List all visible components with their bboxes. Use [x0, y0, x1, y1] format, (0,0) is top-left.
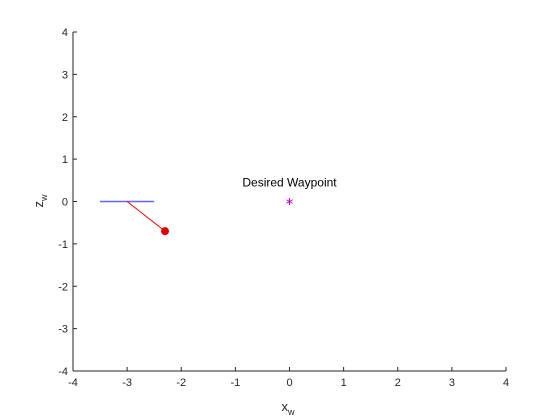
y-axis-label-subscript: w	[39, 194, 49, 202]
waypoint-annotation: Desired Waypoint	[242, 175, 337, 189]
waypoint-marker-stroke	[286, 199, 293, 204]
x-tick-label: 1	[341, 377, 347, 389]
pendulum-mass	[161, 227, 170, 236]
y-tick-label: 0	[62, 197, 68, 209]
x-axis-ticks: -4 -3 -2 -1 0 1 2 3 4	[68, 367, 509, 389]
y-tick-label: 2	[62, 112, 68, 124]
x-tick-label: -2	[176, 377, 186, 389]
x-tick-label: 2	[395, 377, 401, 389]
x-tick-label: -1	[230, 377, 240, 389]
x-tick-label: -4	[68, 377, 78, 389]
y-tick-label: -3	[58, 324, 68, 336]
y-tick-label: -4	[58, 366, 68, 378]
x-tick-label: 3	[449, 377, 455, 389]
waypoint-marker	[286, 198, 293, 205]
y-tick-label: 3	[62, 69, 68, 81]
y-axis-label: zw	[31, 194, 49, 208]
y-tick-label: 4	[62, 27, 68, 39]
y-tick-label: -1	[58, 239, 68, 251]
y-tick-label: 1	[62, 154, 68, 166]
x-tick-label: 0	[286, 377, 292, 389]
x-axis-label: xw	[282, 399, 296, 417]
y-tick-label: -2	[58, 281, 68, 293]
x-tick-label: 4	[503, 377, 509, 389]
x-axis-label-base: x	[282, 399, 289, 414]
x-tick-label: -3	[122, 377, 132, 389]
y-axis-label-base: z	[31, 201, 46, 208]
y-axis-ticks: -4 -3 -2 -1 0 1 2 3 4	[58, 27, 77, 378]
plot-elements	[100, 198, 293, 236]
x-axis-label-subscript: w	[287, 407, 295, 417]
pendulum-rod	[126, 201, 166, 232]
